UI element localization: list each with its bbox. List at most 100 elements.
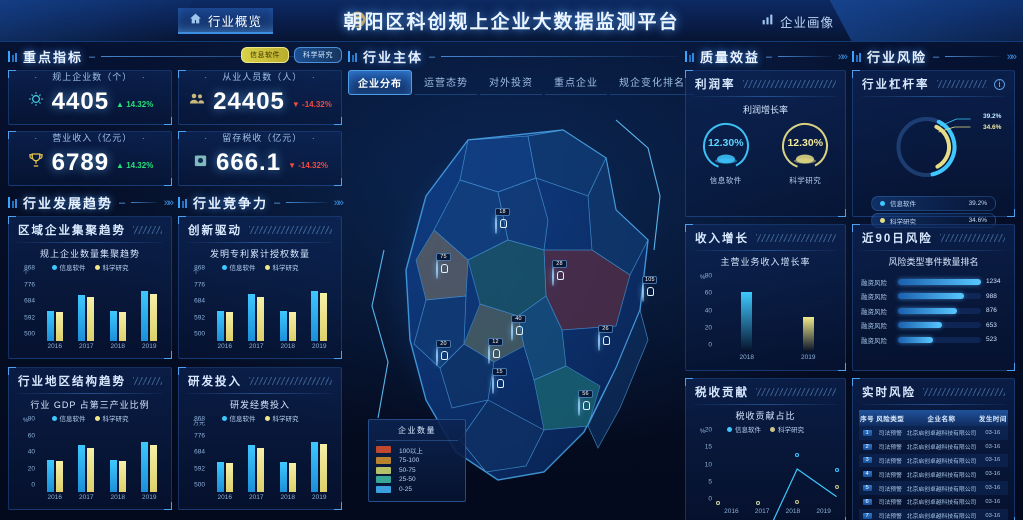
bar[interactable] — [141, 441, 149, 492]
map-marker[interactable]: 12 — [488, 338, 503, 364]
legend-item[interactable]: 信息软件 — [51, 262, 86, 272]
kpi-card-operating-revenue[interactable]: 营业收入（亿元） 6789 ▲ 14.32% — [8, 131, 172, 186]
bar[interactable] — [248, 294, 256, 341]
tab-operating-status[interactable]: 运营态势 — [415, 70, 477, 95]
column-header[interactable]: 发生时间 — [977, 410, 1008, 426]
table-row[interactable]: 1 司法预警 北京启创卓越科技有限公司 03-16 — [859, 426, 1008, 440]
table-row[interactable]: 5 司法预警 北京启创卓越科技有限公司 03-16 — [859, 481, 1008, 495]
bar[interactable] — [46, 459, 54, 492]
rank-row[interactable]: 融资风险 988 — [861, 291, 1006, 302]
bar[interactable] — [109, 459, 117, 492]
kpi-card-employee-count[interactable]: 从业人员数（人） 24405 ▼ -14.32% — [178, 70, 342, 125]
tab-enterprise-distribution[interactable]: 企业分布 — [348, 70, 412, 95]
bar[interactable] — [320, 293, 328, 341]
map-marker[interactable]: 26 — [598, 325, 613, 351]
rank-row[interactable]: 融资风险 1234 — [861, 277, 1006, 287]
column-header[interactable]: 序号 — [859, 410, 876, 426]
data-point[interactable] — [795, 499, 800, 504]
enterprise-distribution-map[interactable]: 企业数量 100以上 75-100 50-75 25-50 0-25 18 75 2… — [348, 100, 679, 520]
bar-group[interactable] — [802, 283, 814, 352]
bar-group[interactable] — [248, 426, 265, 492]
bar[interactable] — [311, 441, 319, 492]
chart-tax-share[interactable]: 税收贡献占比 信息软件 科学研究% 0 5 10 15 20 2016 2017 2018 2019 — [686, 407, 845, 520]
bar[interactable] — [741, 291, 753, 352]
table-row[interactable]: 7 司法预警 北京启创卓越科技有限公司 03-16 — [859, 508, 1008, 520]
map-marker[interactable]: 56 — [578, 390, 593, 416]
bar[interactable] — [257, 296, 265, 341]
bar[interactable] — [279, 310, 287, 341]
map-marker[interactable]: 18 — [495, 208, 510, 234]
bar[interactable] — [288, 312, 296, 341]
bar[interactable] — [150, 444, 158, 492]
tab-key-enterprises[interactable]: 重点企业 — [545, 70, 607, 95]
bar[interactable] — [311, 291, 319, 341]
kpi-card-enterprise-count[interactable]: 规上企业数（个） 4405 ▲ 14.32% — [8, 70, 172, 125]
data-point[interactable] — [716, 501, 721, 506]
bar-group[interactable] — [279, 426, 296, 492]
table-row[interactable]: 2 司法预警 北京启创卓越科技有限公司 03-16 — [859, 440, 1008, 454]
legend-item[interactable]: 信息软件 — [51, 413, 86, 423]
bar[interactable] — [141, 291, 149, 341]
bar[interactable] — [78, 444, 86, 492]
legend-item[interactable]: 科学研究 — [770, 424, 804, 434]
bar-group[interactable] — [109, 426, 126, 492]
legend-item[interactable]: 信息软件 — [727, 424, 761, 434]
bar[interactable] — [248, 445, 256, 492]
bar[interactable] — [78, 295, 86, 341]
chart-gdp-share[interactable]: 行业 GDP 占第三产业比例 信息软件 科学研究% 0 20 40 60 80 2016 2017… — [9, 396, 171, 508]
bar-group[interactable] — [216, 275, 233, 341]
gauge-info-software[interactable]: 12.30% 信息软件 — [700, 120, 752, 186]
bar[interactable] — [87, 448, 95, 492]
nav-item-enterprise-profile[interactable]: 企业画像 — [750, 8, 845, 34]
chart-revenue-growth[interactable]: 主营业务收入增长率% 0 20 40 60 80 2018 2019 — [686, 253, 845, 368]
realtime-risk-table-wrap[interactable]: 序号 风险类型 企业名称 发生时间 1 司法预警 北京启创卓越科技有限公司 03-16 2 司法… — [853, 407, 1014, 520]
bar[interactable] — [55, 311, 63, 341]
chevron-right-icon[interactable]: »» — [1006, 50, 1017, 63]
tag-info-software[interactable]: 信息软件 — [241, 47, 289, 63]
chart-rd-spend[interactable]: 研发经费投入 信息软件 科学研究 万元 500 592 684 776 868 2016 2017 2… — [179, 396, 341, 508]
rank-row[interactable]: 融资风险 523 — [861, 335, 1006, 345]
tag-scientific-research[interactable]: 科学研究 — [294, 47, 342, 63]
bar-group[interactable] — [311, 426, 328, 492]
map-marker[interactable]: 15 — [492, 368, 507, 394]
data-point[interactable] — [834, 468, 839, 473]
bar-group[interactable] — [141, 426, 158, 492]
bar[interactable] — [150, 294, 158, 341]
bar[interactable] — [55, 461, 63, 492]
rank-row[interactable]: 融资风险 653 — [861, 320, 1006, 331]
table-row[interactable]: 6 司法预警 北京启创卓越科技有限公司 03-16 — [859, 495, 1008, 509]
chevron-right-icon[interactable]: »» — [837, 50, 848, 63]
bar[interactable] — [288, 463, 296, 492]
bar[interactable] — [225, 462, 233, 492]
legend-item[interactable]: 科学研究 — [264, 413, 299, 423]
bar-group[interactable] — [141, 275, 158, 341]
bar-group[interactable] — [109, 275, 126, 341]
bar[interactable] — [118, 311, 126, 341]
nav-item-industry-overview[interactable]: 行业概览 — [178, 8, 274, 34]
leverage-donut[interactable]: 39.2% 34.6% — [853, 101, 1014, 193]
chart-cluster[interactable]: 规上企业数量集聚趋势 信息软件 科学研究个 500 592 684 776 868 2016 20… — [9, 245, 171, 357]
legend-item[interactable]: 信息软件 — [221, 413, 256, 423]
legend-item-info-software[interactable]: 信息软件 39.2% — [871, 195, 996, 211]
bar[interactable] — [320, 444, 328, 492]
bar[interactable] — [118, 461, 126, 492]
chevron-right-icon[interactable]: »» — [163, 196, 174, 209]
data-point[interactable] — [834, 485, 839, 490]
map-marker[interactable]: 28 — [552, 260, 567, 286]
legend-item[interactable]: 科学研究 — [94, 413, 129, 423]
chart-patents[interactable]: 发明专利累计授权数量 信息软件 科学研究个 500 592 684 776 868 2016 20… — [179, 245, 341, 357]
bar[interactable] — [109, 310, 117, 341]
info-icon[interactable]: i — [994, 78, 1005, 90]
gauge-scientific-research[interactable]: 12.30% 科学研究 — [779, 120, 831, 186]
bar[interactable] — [87, 297, 95, 341]
bar[interactable] — [46, 310, 54, 341]
bar[interactable] — [802, 316, 814, 352]
bar[interactable] — [225, 311, 233, 341]
bar-group[interactable] — [78, 426, 95, 492]
table-row[interactable]: 4 司法预警 北京启创卓越科技有限公司 03-16 — [859, 467, 1008, 481]
column-header[interactable]: 企业名称 — [905, 410, 978, 426]
tab-outbound-investment[interactable]: 对外投资 — [480, 70, 542, 95]
kpi-card-retained-tax[interactable]: 留存税收（亿元） 666.1 ▼ -14.32% — [178, 131, 342, 186]
table-row[interactable]: 3 司法预警 北京启创卓越科技有限公司 03-16 — [859, 453, 1008, 468]
legend-item[interactable]: 信息软件 — [221, 262, 256, 272]
